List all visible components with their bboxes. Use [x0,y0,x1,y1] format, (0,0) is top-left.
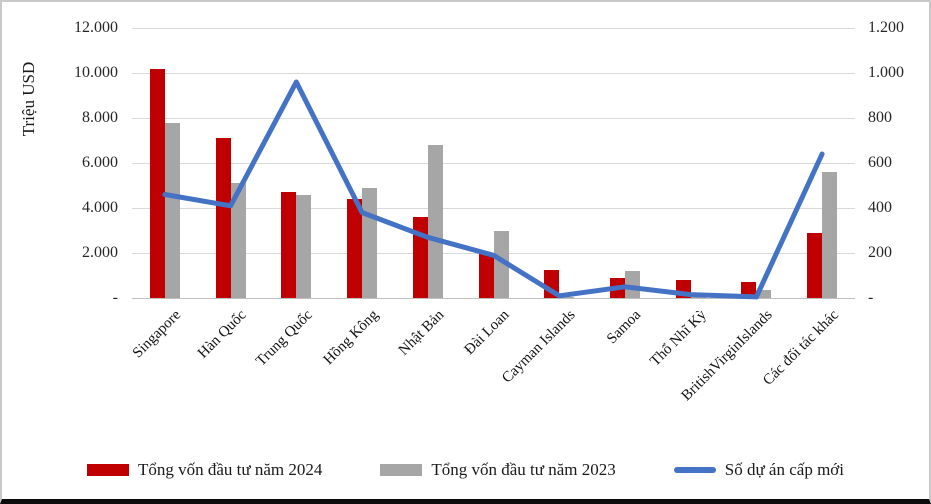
right-axis-tick: 800 [868,109,892,126]
legend-label: Tổng vốn đầu tư năm 2024 [137,460,323,479]
bar-2024 [149,68,165,298]
right-axis-tick: 1.000 [868,64,904,81]
bar-2023 [164,122,180,298]
legend-line-swatch [673,467,716,473]
legend-label: Tổng vốn đầu tư năm 2023 [431,460,616,479]
bar-2023 [559,297,575,298]
x-axis-label: Trung Quốc [253,307,316,370]
legend-label: Số dự án cấp mới [724,460,845,479]
x-axis-label: Singapore [129,307,185,362]
left-axis-tick: 6.000 [82,154,118,171]
bar-2024 [807,232,823,298]
x-axis-label: Samoa [604,307,645,348]
bar-2023 [624,271,640,298]
legend-item: Tổng vốn đầu tư năm 2024 [86,460,323,480]
left-axis-tick: - [112,289,118,306]
bar-2024 [281,192,297,298]
legend-item: Số dự án cấp mới [673,460,845,480]
right-axis-tick: 400 [868,199,892,216]
bar-2024 [347,199,363,298]
x-axis-label: Hồng Kông [320,307,382,369]
y-axis-title: Triệu USD [19,61,38,137]
left-axis-tick: 12.000 [74,19,118,36]
left-axis-tick: 8.000 [82,109,118,126]
legend-bar-swatch [380,464,423,476]
right-axis-tick: - [868,289,874,306]
legend-bar-swatch [86,464,129,476]
line-series [162,79,825,300]
bar-2024 [478,254,494,298]
bar-2023 [822,172,838,298]
bar-2023 [427,145,443,298]
bar-2024 [215,138,231,298]
left-axis-tick: 4.000 [82,199,118,216]
x-axis-label: Nhật Bản [395,307,448,359]
x-axis-label: Thổ Nhĩ Kỳ [647,307,711,370]
x-axis-label: Hàn Quốc [195,307,250,362]
bar-2023 [756,290,772,298]
x-axis-label: Đài Loan [461,307,513,359]
legend: Tổng vốn đầu tư năm 2024 Tổng vốn đầu tư … [2,460,929,480]
plot-area [132,28,855,300]
right-axis-tick: 600 [868,154,892,171]
left-axis-tick: 2.000 [82,244,118,261]
gridline [132,163,855,164]
bar-2023 [230,183,246,298]
gridline [132,73,855,74]
gridline [132,28,855,29]
bar-2023 [296,194,312,298]
bar-2023 [690,297,706,298]
right-axis-tick: 200 [868,244,892,261]
right-axis-tick: 1.200 [868,19,904,36]
left-axis-tick: 10.000 [74,64,118,81]
legend-item: Tổng vốn đầu tư năm 2023 [380,460,616,480]
bar-2023 [493,230,509,298]
gridline [132,298,855,299]
gridline [132,118,855,119]
gridline [132,208,855,209]
